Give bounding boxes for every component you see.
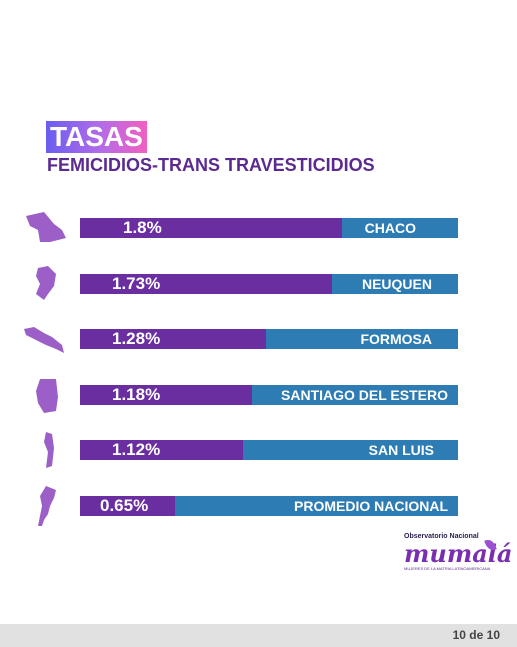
bar (80, 440, 243, 461)
data-label: 1.8% (123, 218, 162, 237)
bar-row: 1.28% FORMOSA (0, 319, 517, 359)
bar-track: 1.73% NEUQUEN (80, 273, 458, 294)
bar (80, 273, 332, 294)
logo-top-text: Observatorio Nacional (404, 533, 479, 540)
chaco-map-icon (26, 212, 66, 242)
santiago-del-estero-map-icon (36, 378, 58, 413)
argentina-map-icon (38, 486, 56, 526)
title-badge: TASAS (46, 121, 147, 153)
data-label: 1.73% (112, 273, 161, 293)
bar-row: 1.8% CHACO (0, 208, 517, 248)
bar-track: 0.65% PROMEDIO NACIONAL (80, 496, 458, 516)
bar (80, 329, 266, 350)
data-label: 1.28% (112, 329, 161, 349)
category-label: FORMOSA (360, 331, 432, 348)
category-label: CHACO (364, 220, 416, 236)
neuquen-map-icon (36, 265, 56, 300)
footer-bar: 10 de 10 (0, 624, 517, 647)
mumala-logo: Observatorio Nacional mumalá MUJERES DE … (404, 533, 512, 573)
bar-row: 1.73% NEUQUEN (0, 264, 517, 304)
formosa-map-icon (24, 327, 64, 354)
category-label: SANTIAGO DEL ESTERO (281, 386, 448, 403)
bar-track: 1.8% CHACO (80, 218, 458, 238)
bar (80, 384, 252, 405)
san-luis-map-icon (44, 432, 54, 469)
logo-main-text: mumalá (404, 539, 513, 568)
bar (80, 496, 175, 516)
chart-subtitle: FEMICIDIOS-TRANS TRAVESTICIDIOS (47, 155, 375, 175)
bar-row: 1.12% SAN LUIS (0, 430, 517, 470)
bar-row: 1.18% SANTIAGO DEL ESTERO (0, 375, 517, 415)
logo-bottom-text: MUJERES DE LA MATRIA LATINOAMERICANA (404, 566, 491, 571)
category-label: PROMEDIO NACIONAL (294, 498, 448, 514)
category-label: SAN LUIS (368, 442, 434, 459)
bar-track: 1.28% FORMOSA (80, 329, 458, 350)
bar-track: 1.12% SAN LUIS (80, 440, 458, 461)
data-label: 1.18% (112, 384, 161, 404)
category-label: NEUQUEN (361, 275, 432, 292)
data-label: 1.12% (112, 440, 161, 460)
page-number: 10 de 10 (452, 628, 500, 642)
bar-track: 1.18% SANTIAGO DEL ESTERO (80, 384, 458, 405)
bar-row: 0.65% PROMEDIO NACIONAL (0, 486, 517, 526)
bar (80, 218, 342, 238)
data-label: 0.65% (100, 496, 149, 515)
